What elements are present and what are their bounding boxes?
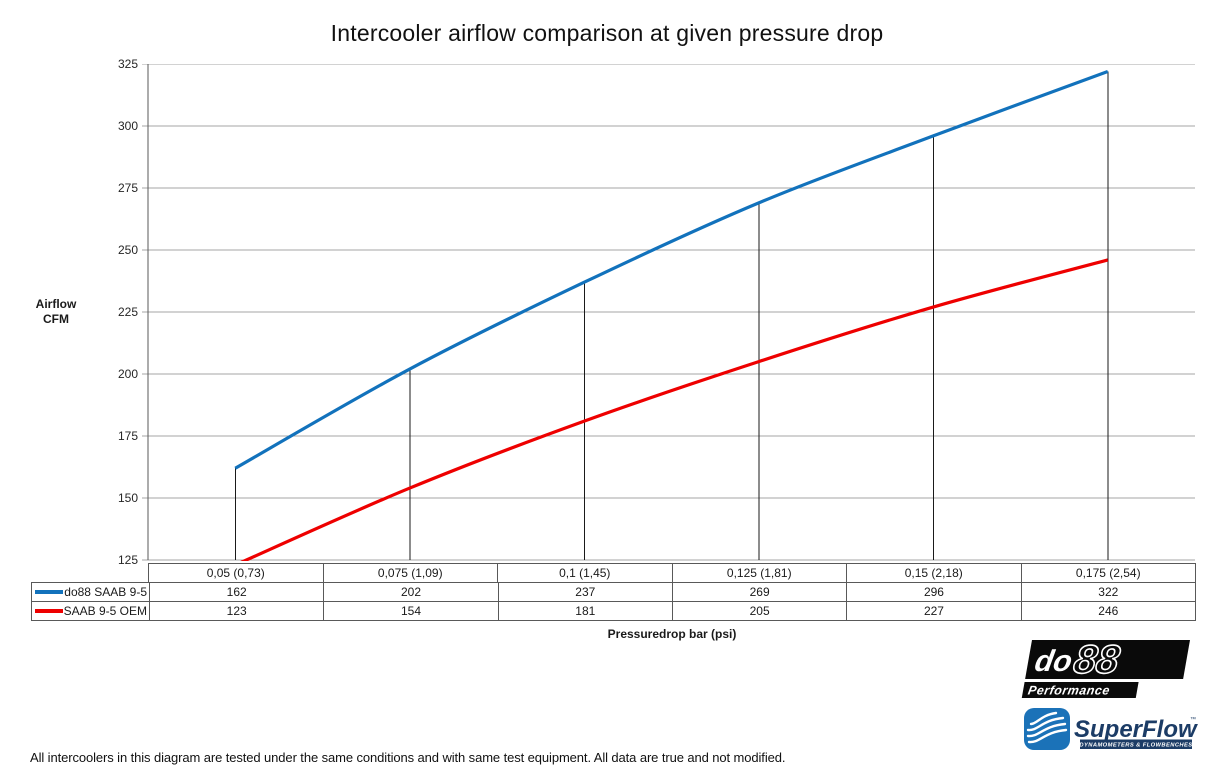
legend-cell: SAAB 9-5 OEM xyxy=(32,602,149,620)
do88-performance-logo: do 88 Performance xyxy=(1021,639,1190,698)
do88-logo-text-do: do xyxy=(1032,645,1074,678)
series-line-do88-saab-9-5 xyxy=(234,69,1109,470)
y-tick-label: 300 xyxy=(117,119,138,133)
chart-title: Intercooler airflow comparison at given … xyxy=(330,20,884,46)
series-value-cell: 123 xyxy=(149,602,323,620)
y-tick-label: 175 xyxy=(117,429,138,443)
x-category-label: 0,175 (2,54) xyxy=(1020,564,1196,582)
y-tick-label: 250 xyxy=(117,243,138,257)
y-axis-title-line1: Airflow xyxy=(35,297,77,311)
x-category-label: 0,15 (2,18) xyxy=(846,564,1021,582)
legend-line-sample xyxy=(35,590,63,594)
legend-series-name: do88 SAAB 9-5 xyxy=(64,585,147,599)
legend-line-sample xyxy=(35,609,63,613)
superflow-subtext: DYNAMOMETERS & FLOWBENCHES xyxy=(1079,743,1192,749)
x-category-label: 0,125 (1,81) xyxy=(671,564,847,582)
y-tick-label: 325 xyxy=(117,57,138,71)
plot-area xyxy=(142,64,1195,561)
y-tick-label: 200 xyxy=(117,367,138,381)
legend-cell: do88 SAAB 9-5 xyxy=(32,583,149,601)
series-value-cell: 205 xyxy=(671,602,846,620)
x-category-label: 0,05 (0,73) xyxy=(206,566,265,580)
series-value-cell: 202 xyxy=(323,583,497,601)
series-value-cell: 227 xyxy=(846,602,1020,620)
series-value-cell: 237 xyxy=(497,583,672,601)
series-value-cell: 296 xyxy=(846,583,1020,601)
superflow-subtext-bar xyxy=(1080,739,1192,749)
y-tick-label: 275 xyxy=(117,181,138,195)
superflow-wave-icon xyxy=(1026,711,1068,744)
do88-logo-text-88: 88 xyxy=(1071,639,1124,682)
superflow-logo: SuperFlow ™ DYNAMOMETERS & FLOWBENCHES xyxy=(1024,708,1198,750)
series-line-saab-9-5-oem xyxy=(240,258,1109,561)
table-row: 0,05 (0,73) 0,075 (1,09) 0,1 (1,45) 0,125 (… xyxy=(148,563,1196,583)
series-value-cell: 322 xyxy=(1020,583,1195,601)
x-category-label: 0,1 (1,45) xyxy=(497,564,672,582)
y-axis-title-line2: CFM xyxy=(43,312,69,326)
x-category-label: 0,075 (1,09) xyxy=(322,564,498,582)
table-row: do88 SAAB 9-5 162 202 237 269 296 322 xyxy=(31,582,1196,602)
series-value-cell: 246 xyxy=(1020,602,1195,620)
table-row: SAAB 9-5 OEM 123 154 181 205 227 246 xyxy=(31,601,1196,621)
superflow-trademark: ™ xyxy=(1190,716,1196,723)
y-axis-title: Airflow CFM xyxy=(20,297,92,327)
footnote-text: All intercoolers in this diagram are tes… xyxy=(30,750,786,765)
series-value-cell: 154 xyxy=(323,602,497,620)
do88-logo-box xyxy=(1025,640,1190,679)
y-tick-label: 150 xyxy=(117,491,138,505)
series-value-cell: 269 xyxy=(671,583,846,601)
superflow-logo-text: SuperFlow xyxy=(1074,716,1198,743)
series-value-cell: 162 xyxy=(149,583,323,601)
do88-performance-bar xyxy=(1021,682,1139,698)
y-tick-label: 125 xyxy=(117,553,138,567)
do88-logo-subtext: Performance xyxy=(1027,684,1111,698)
legend-series-name: SAAB 9-5 OEM xyxy=(63,604,147,618)
y-tick-label: 225 xyxy=(117,305,138,319)
x-axis-title: Pressuredrop bar (psi) xyxy=(607,627,737,641)
series-value-cell: 181 xyxy=(497,602,672,620)
